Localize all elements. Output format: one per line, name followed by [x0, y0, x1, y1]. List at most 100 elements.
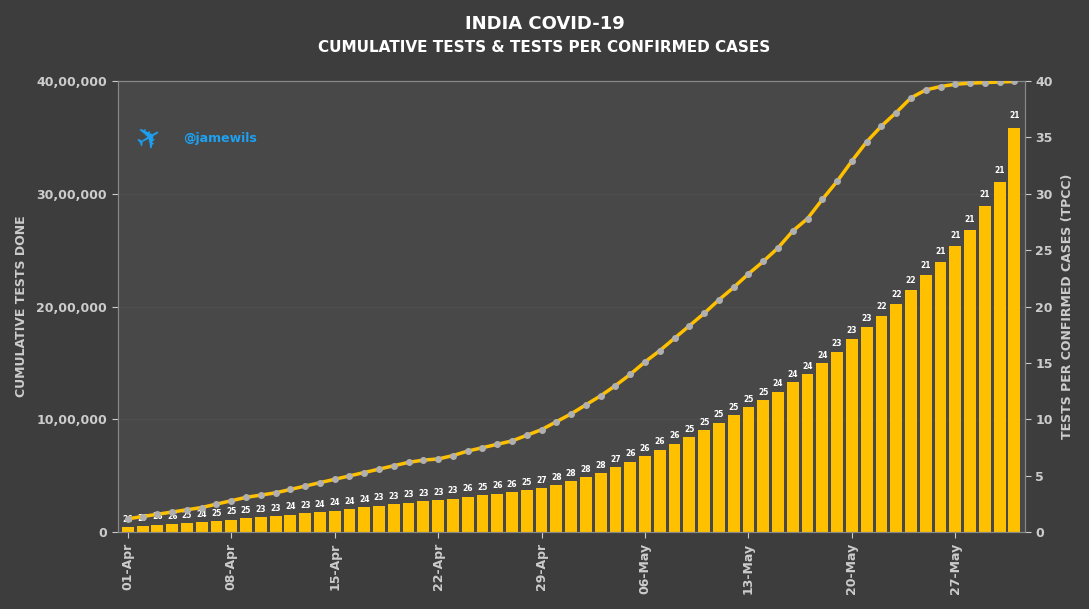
Text: 26: 26 — [152, 513, 162, 521]
Y-axis label: TESTS PER CONFIRMED CASES (TPCC): TESTS PER CONFIRMED CASES (TPCC) — [1061, 174, 1074, 439]
Bar — [757, 400, 769, 532]
Bar — [860, 327, 872, 532]
Bar — [920, 275, 932, 532]
Bar — [934, 262, 946, 532]
Text: 23: 23 — [433, 488, 443, 497]
Bar — [446, 499, 458, 532]
Text: 21: 21 — [965, 215, 976, 224]
Bar — [314, 512, 326, 532]
Bar — [787, 382, 798, 532]
Bar — [817, 363, 829, 532]
Text: 25: 25 — [182, 511, 192, 519]
Text: 23: 23 — [832, 339, 843, 348]
Text: 23: 23 — [299, 501, 310, 510]
Bar — [639, 456, 651, 532]
Text: 26: 26 — [670, 431, 680, 440]
Bar — [343, 509, 355, 532]
Bar — [417, 501, 429, 532]
Bar — [151, 525, 163, 532]
Bar — [403, 502, 415, 532]
Text: 23: 23 — [256, 505, 266, 513]
Bar — [772, 392, 784, 532]
Bar — [462, 497, 474, 532]
Text: 26: 26 — [506, 480, 517, 489]
Text: CUMULATIVE TESTS & TESTS PER CONFIRMED CASES: CUMULATIVE TESTS & TESTS PER CONFIRMED C… — [318, 40, 771, 55]
Text: 25: 25 — [227, 507, 236, 516]
Bar — [565, 481, 577, 532]
Text: 24: 24 — [817, 351, 828, 359]
Text: 28: 28 — [566, 469, 576, 478]
Bar — [1008, 128, 1020, 532]
Bar — [506, 492, 518, 532]
Bar — [846, 339, 858, 532]
Bar — [698, 430, 710, 532]
Bar — [891, 304, 902, 532]
Text: 28: 28 — [596, 460, 605, 470]
Bar — [255, 517, 267, 532]
Text: 27: 27 — [137, 513, 148, 523]
Bar — [270, 516, 282, 532]
Text: 25: 25 — [713, 410, 724, 419]
Bar — [167, 524, 179, 532]
Text: 27: 27 — [610, 455, 621, 464]
Text: 24: 24 — [196, 510, 207, 519]
Bar — [358, 507, 370, 532]
Text: 25: 25 — [684, 424, 695, 434]
Bar — [994, 182, 1005, 532]
Text: 23: 23 — [846, 326, 857, 336]
Text: 23: 23 — [861, 314, 872, 323]
Text: 24: 24 — [803, 362, 812, 371]
Bar — [122, 527, 134, 532]
Bar — [624, 462, 636, 532]
Bar — [802, 375, 813, 532]
Bar — [432, 501, 444, 532]
Bar — [241, 518, 252, 532]
Text: 23: 23 — [374, 493, 384, 502]
Bar — [669, 444, 681, 532]
Text: 28: 28 — [551, 473, 562, 482]
Text: 21: 21 — [935, 247, 945, 256]
Text: 22: 22 — [906, 276, 916, 286]
Bar — [727, 415, 739, 532]
Bar — [831, 352, 843, 532]
Y-axis label: CUMULATIVE TESTS DONE: CUMULATIVE TESTS DONE — [15, 216, 28, 398]
Bar — [610, 467, 622, 532]
Bar — [713, 423, 725, 532]
Bar — [374, 506, 384, 532]
Text: 26: 26 — [123, 515, 133, 524]
Text: INDIA COVID-19: INDIA COVID-19 — [465, 15, 624, 33]
Text: 23: 23 — [418, 489, 429, 498]
Text: 25: 25 — [699, 418, 709, 427]
Text: 26: 26 — [463, 484, 473, 493]
Text: 21: 21 — [920, 261, 931, 270]
Bar — [550, 485, 562, 532]
Text: 24: 24 — [315, 499, 326, 509]
Bar — [521, 490, 533, 532]
Text: 21: 21 — [994, 166, 1005, 175]
Bar — [979, 206, 991, 532]
Text: 26: 26 — [639, 443, 650, 452]
Bar — [491, 494, 503, 532]
Bar — [284, 515, 296, 532]
Bar — [210, 521, 222, 532]
Bar — [964, 230, 976, 532]
Text: 21: 21 — [980, 190, 990, 199]
Bar — [536, 488, 548, 532]
Bar — [388, 504, 400, 532]
Text: 25: 25 — [744, 395, 754, 404]
Text: 25: 25 — [522, 478, 533, 487]
Bar — [950, 246, 962, 532]
Bar — [181, 523, 193, 532]
Text: 24: 24 — [344, 497, 355, 505]
Text: 26: 26 — [654, 437, 665, 446]
Bar — [299, 513, 311, 532]
Text: 22: 22 — [891, 290, 902, 299]
Text: 25: 25 — [211, 509, 222, 518]
Text: 26: 26 — [167, 512, 178, 521]
Text: 24: 24 — [285, 502, 295, 512]
Text: 23: 23 — [403, 490, 414, 499]
Bar — [905, 290, 917, 532]
Text: 24: 24 — [330, 498, 340, 507]
Text: 24: 24 — [773, 379, 783, 389]
Text: 27: 27 — [536, 476, 547, 485]
